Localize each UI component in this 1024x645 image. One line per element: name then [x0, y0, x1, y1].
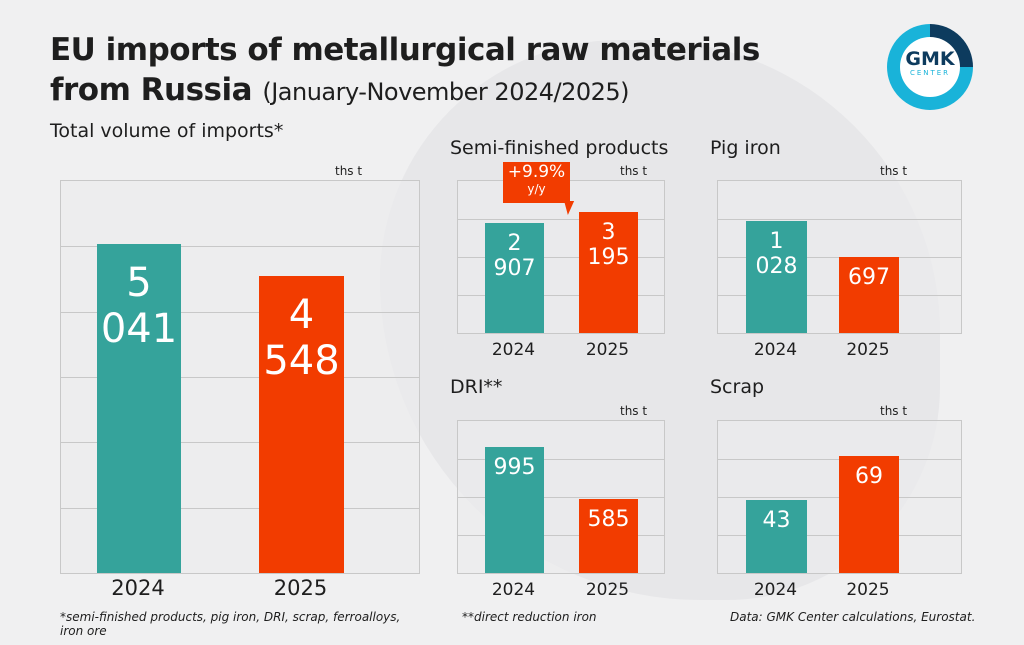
title-line2: from Russia	[50, 72, 253, 108]
bar-2024: 43	[746, 500, 807, 573]
gridline	[458, 219, 664, 220]
data-label: 995	[493, 454, 536, 480]
x-tick-label: 2025	[846, 340, 890, 360]
unit-label: ths t	[880, 404, 908, 418]
chart-title: Pig iron	[710, 137, 781, 159]
chart-panel: 995 585	[457, 420, 665, 574]
x-tick-label: 2024	[491, 340, 536, 360]
footnote-total: *semi-finished products, pig iron, DRI, …	[60, 610, 401, 638]
bar-2025: 585	[579, 498, 638, 573]
data-label: 3 195	[587, 219, 630, 270]
yoy-badge: +9.9% y/y	[503, 162, 570, 203]
gridline	[458, 497, 664, 498]
gridline	[458, 295, 664, 296]
chart-panel: 1 028 697	[717, 180, 962, 334]
badge-label: y/y	[527, 182, 546, 196]
gridline	[61, 246, 419, 248]
unit-label: ths t	[620, 404, 648, 418]
x-tick-label: 2024	[753, 340, 798, 360]
x-tick-label: 2024	[491, 580, 536, 600]
data-label: 4 548	[263, 291, 340, 384]
chart-panel: 5 041 4 548	[60, 180, 420, 574]
title-period: (January-November 2024/2025)	[262, 78, 630, 106]
bar-2024: 1 028	[746, 221, 807, 333]
unit-label: ths t	[620, 164, 648, 178]
gridline	[458, 459, 664, 460]
data-label: 5 041	[100, 259, 178, 352]
title-line1: EU imports of metallurgical raw material…	[50, 32, 760, 68]
footnote-dri: **direct reduction iron	[462, 610, 597, 624]
x-tick-label: 2025	[585, 340, 630, 360]
x-tick-label: 2025	[846, 580, 890, 600]
chart-title: Scrap	[710, 376, 765, 398]
page-title: EU imports of metallurgical raw material…	[50, 30, 760, 112]
gridline	[458, 257, 664, 258]
logo-text: GMK	[905, 48, 955, 70]
x-tick-label: 2025	[585, 580, 630, 600]
data-label: 585	[587, 506, 630, 532]
chart-title: Total volume of imports*	[50, 120, 284, 142]
bar-2024: 5 041	[97, 243, 181, 573]
bar-2024: 2 907	[485, 222, 544, 333]
gridline	[61, 442, 419, 444]
chart-title: DRI**	[450, 376, 503, 398]
data-label: 43	[762, 508, 791, 534]
logo-sub: CENTER	[909, 69, 951, 77]
bar-2025: 697	[839, 257, 899, 333]
data-label: 697	[848, 265, 890, 291]
bar-2025: 69	[839, 456, 899, 573]
unit-label: ths t	[880, 164, 908, 178]
x-tick-label: 2024	[753, 580, 798, 600]
badge-value: +9.9%	[507, 162, 566, 182]
gridline	[458, 535, 664, 536]
unit-label: ths t	[335, 164, 363, 178]
data-label: 1 028	[755, 229, 798, 280]
gridline	[61, 311, 419, 313]
chart-title: Semi-finished products	[450, 137, 669, 159]
gridline	[61, 377, 419, 378]
chart-panel: 2 907 3 195	[457, 180, 665, 334]
chart-panel: 43 69	[717, 420, 962, 574]
data-label: 69	[855, 464, 883, 490]
bar-2024: 995	[485, 446, 544, 573]
bar-2025: 3 195	[579, 211, 638, 333]
x-tick-label: 2024	[111, 576, 165, 600]
x-tick-label: 2025	[273, 576, 328, 600]
bar-2025: 4 548	[259, 275, 344, 573]
source-note: Data: GMK Center calculations, Eurostat.	[730, 610, 976, 624]
data-label: 2 907	[493, 230, 536, 281]
gmk-center-logo: GMK CENTER	[887, 24, 973, 110]
gridline	[61, 507, 419, 509]
gridline	[718, 219, 961, 220]
